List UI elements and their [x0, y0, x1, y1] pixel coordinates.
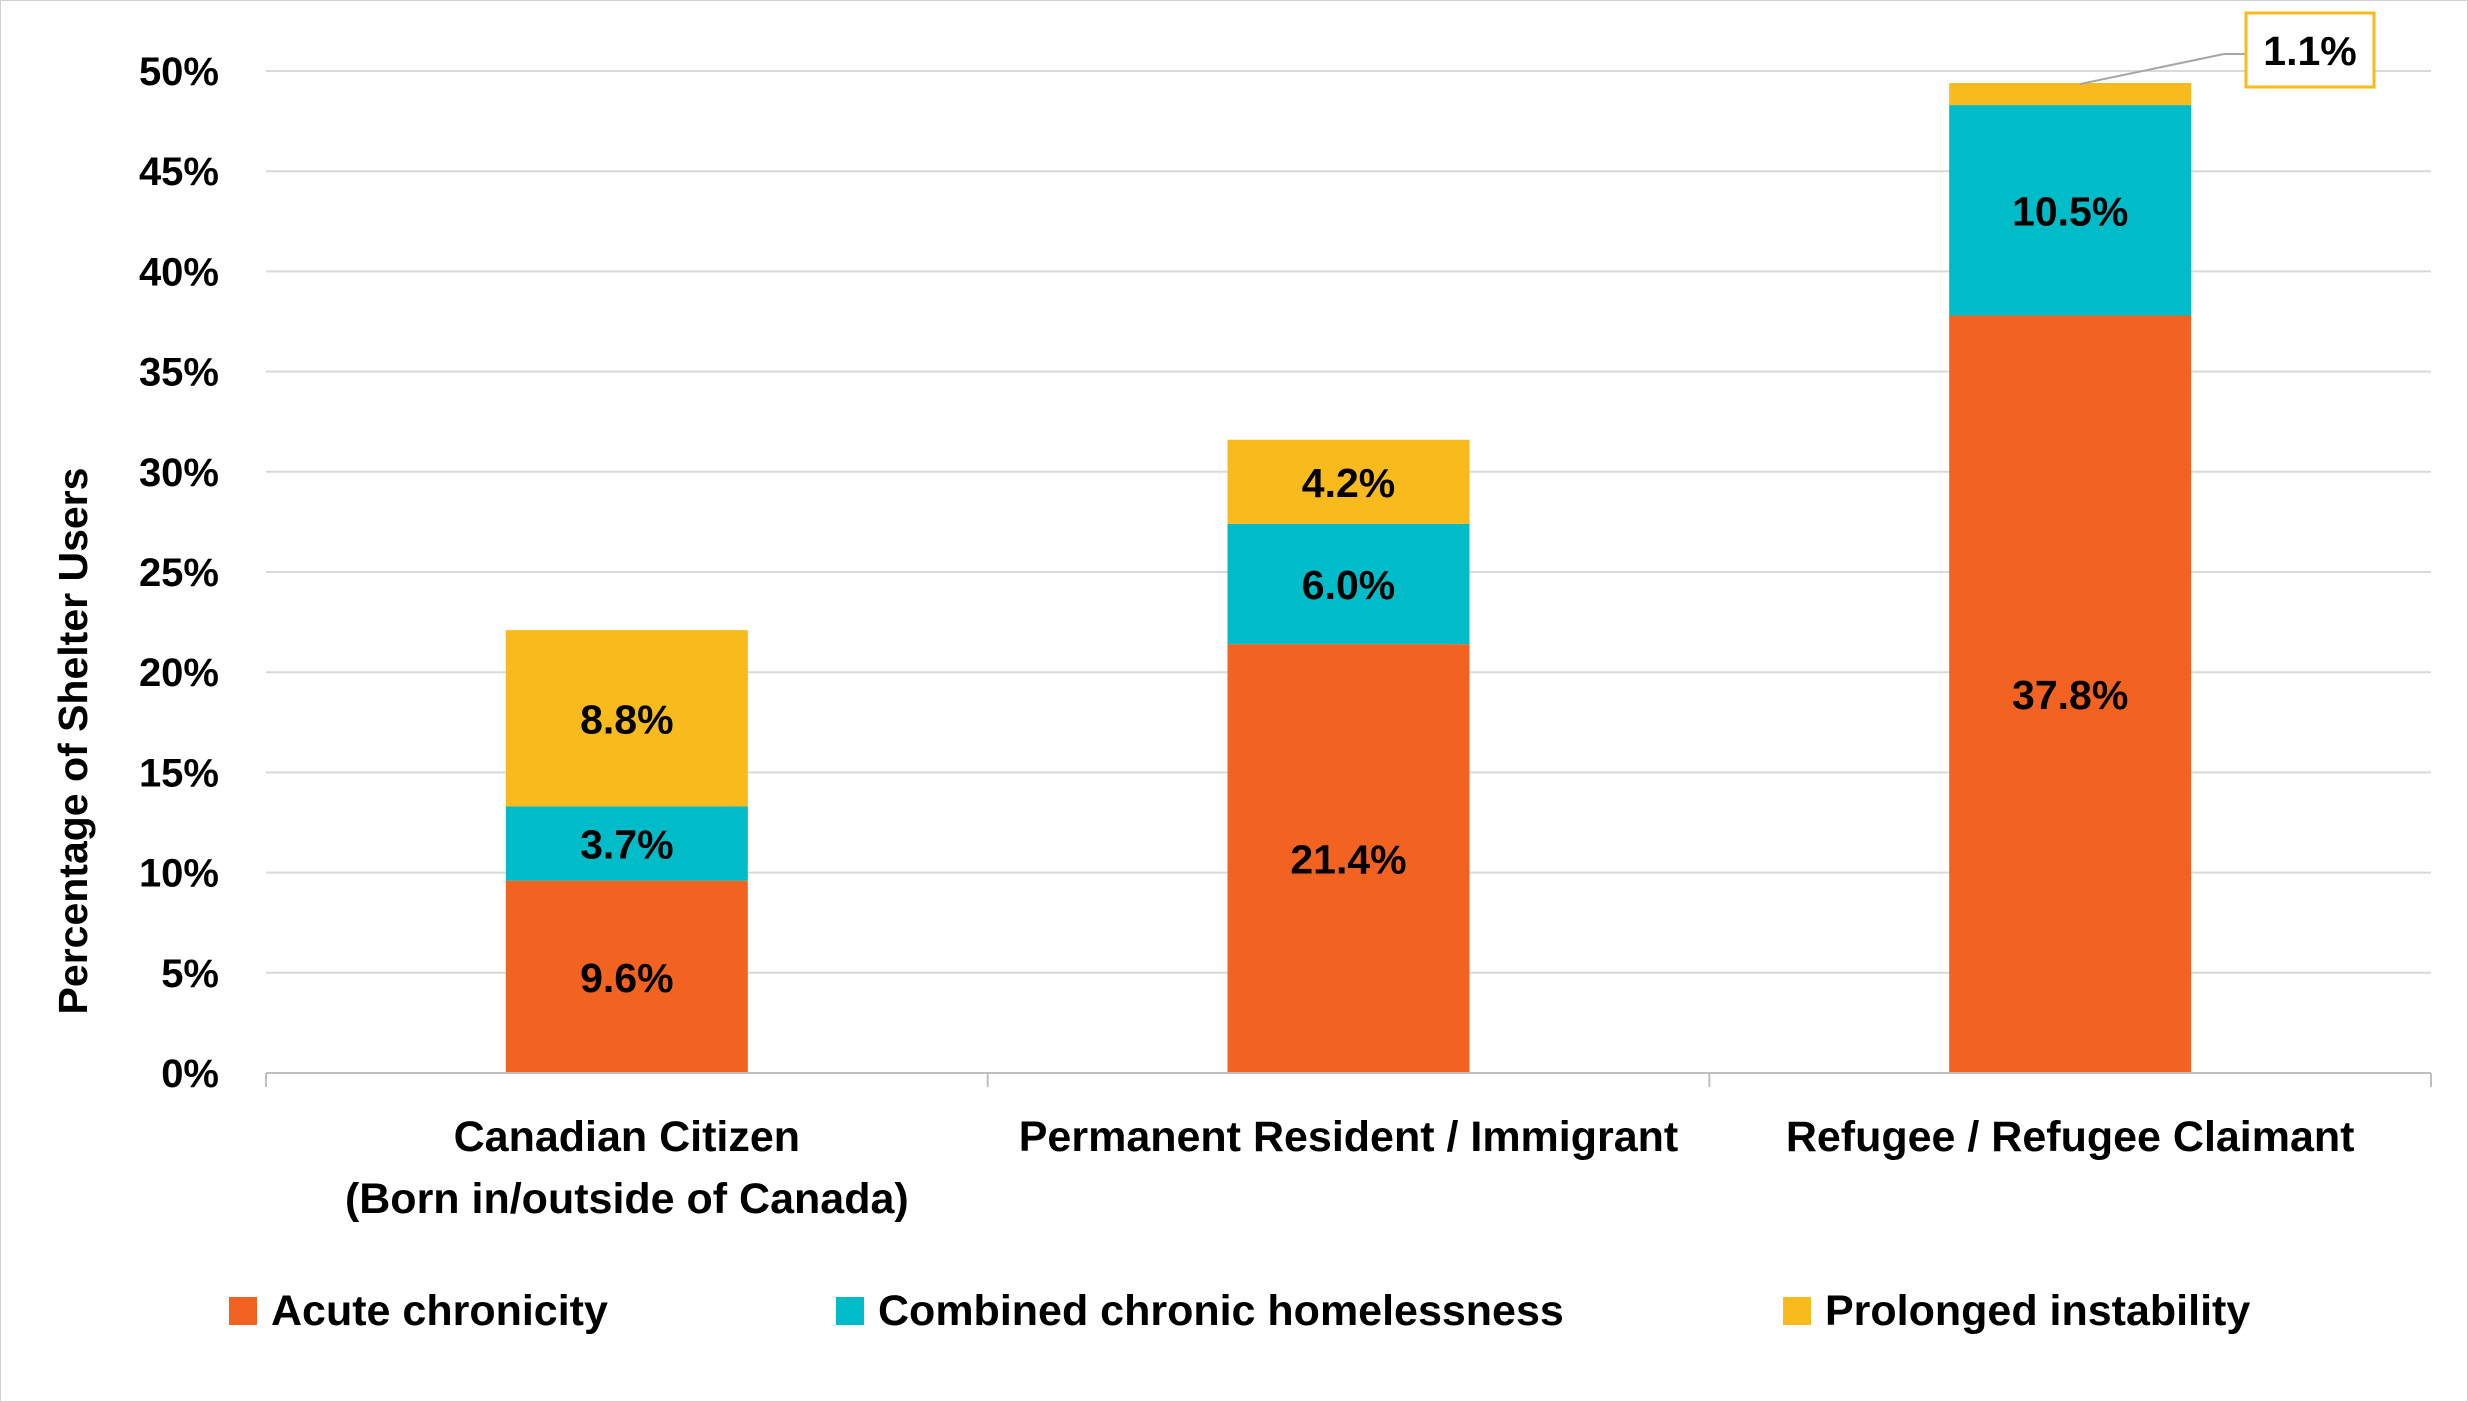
bars: [505, 83, 2192, 1073]
callout-leader-line: [2079, 53, 2225, 86]
bar-segment: [1227, 644, 1470, 1073]
data-label: 10.5%: [2012, 188, 2128, 234]
bar-segment: [1949, 315, 2192, 1073]
y-tick-label: 35%: [139, 351, 219, 395]
y-tick-label: 30%: [139, 451, 219, 495]
data-label: 1.1%: [2263, 28, 2356, 74]
data-label: 21.4%: [1290, 837, 1406, 883]
y-tick-label: 50%: [139, 50, 219, 94]
legend-entry: Prolonged instability: [1825, 1287, 2250, 1335]
data-labels: 9.6% 3.7% 8.8% 21.4% 6.0% 4.2% 37.8% 10.5% 1.1%: [580, 11, 2376, 1001]
bar-segment: [505, 630, 748, 807]
y-tick-label: 5%: [161, 952, 219, 996]
x-category-label: Refugee / Refugee Claimant: [1786, 1113, 2355, 1161]
legend-swatch: [229, 1297, 257, 1325]
legend-swatch: [1783, 1297, 1811, 1325]
legend-entry: Acute chronicity: [271, 1287, 608, 1335]
x-category-label: Canadian Citizen: [454, 1113, 800, 1161]
y-axis-title: Percentage of Shelter Users: [50, 468, 96, 1015]
y-tick-label: 20%: [139, 651, 219, 695]
data-label: 8.8%: [580, 696, 673, 742]
y-tick-label: 15%: [139, 751, 219, 795]
x-category-label: (Born in/outside of Canada): [345, 1175, 909, 1223]
data-label: 9.6%: [580, 955, 673, 1001]
legend: Acute chronicity Combined chronic homeles…: [229, 1287, 2250, 1335]
y-tick-label: 45%: [139, 150, 219, 194]
data-label: 3.7%: [580, 822, 673, 868]
data-label: 4.2%: [1302, 460, 1395, 506]
y-tick-label: 40%: [139, 250, 219, 294]
bar-segment: [1949, 105, 2192, 316]
data-label: 37.8%: [2012, 672, 2128, 718]
bar-segment: [1227, 439, 1470, 524]
legend-entry: Combined chronic homelessness: [878, 1287, 1564, 1335]
legend-swatch: [836, 1297, 864, 1325]
axes: Percentage of Shelter Users 0% 5% 10% 15% 20…: [50, 50, 2432, 1223]
bar-segment: [1949, 83, 2192, 106]
bar-segment: [505, 880, 748, 1073]
y-tick-label: 25%: [139, 551, 219, 595]
x-category-label: Permanent Resident / Immigrant: [1019, 1113, 1679, 1161]
data-label: 6.0%: [1302, 562, 1395, 608]
y-tick-label: 10%: [139, 852, 219, 896]
y-tick-label: 0%: [161, 1052, 219, 1096]
bar-segment: [1227, 523, 1470, 645]
callout-box: [2244, 11, 2376, 89]
bar-segment: [505, 806, 748, 881]
